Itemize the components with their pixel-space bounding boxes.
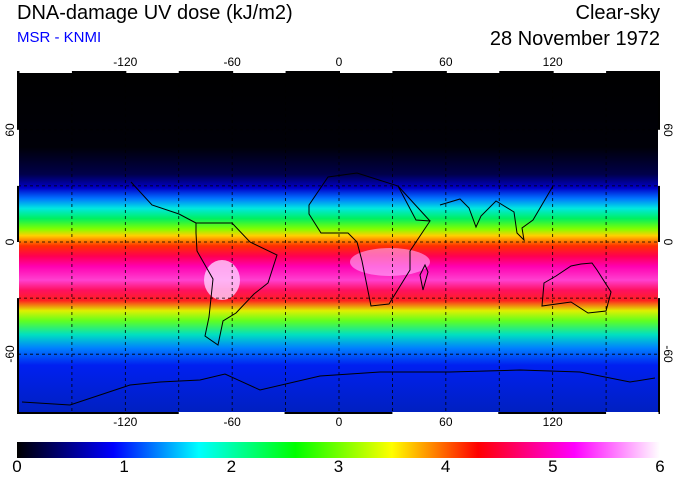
colorbar-tick-label: 2 [226, 457, 237, 476]
uv-peak-south-america [204, 260, 240, 300]
right-lat-label: 0 [661, 238, 675, 246]
coast-africa [308, 172, 431, 307]
left-lat-label: 60 [3, 123, 17, 137]
right-lat-label: -60 [661, 345, 675, 363]
left-lat-label: -60 [3, 345, 17, 363]
colorbar [17, 442, 660, 458]
colorbar-tick-label: 3 [333, 457, 344, 476]
coast-madagascar [419, 263, 429, 291]
sky-condition: Clear-sky [575, 2, 660, 24]
top-lon-label: -60 [223, 55, 241, 69]
colorbar-tick-label: 4 [440, 457, 451, 476]
colorbar-tick-label: 0 [12, 457, 22, 476]
colorbar-tick-label: 5 [548, 457, 558, 476]
colorbar-tick-label: 1 [119, 457, 129, 476]
map-date: 28 November 1972 [489, 28, 660, 50]
left-lat-label: 0 [3, 238, 17, 246]
coast-australia [541, 262, 612, 314]
bottom-lon-label: 0 [335, 415, 343, 429]
top-lon-label: 60 [439, 55, 453, 69]
right-lat-label: 60 [661, 123, 675, 137]
frame-ticks [17, 71, 660, 414]
graticule [18, 72, 659, 413]
coast-antarctica [21, 369, 656, 406]
coast-asia [397, 185, 554, 242]
coast-central-america [130, 181, 197, 224]
bottom-lon-label: 120 [542, 415, 563, 429]
top-lon-label: 0 [335, 55, 343, 69]
map-title: DNA-damage UV dose (kJ/m2) [17, 2, 293, 24]
source-label: MSR - KNMI [17, 29, 102, 46]
uv-field [18, 72, 659, 413]
top-lon-label: -120 [113, 55, 138, 69]
coast-south-america [195, 222, 278, 346]
bottom-lon-label: 60 [439, 415, 453, 429]
top-lon-label: 120 [542, 55, 563, 69]
coastlines [21, 172, 656, 406]
colorbar-tick-label: 6 [655, 457, 665, 476]
bottom-lon-label: -60 [223, 415, 241, 429]
bottom-lon-label: -120 [113, 415, 138, 429]
